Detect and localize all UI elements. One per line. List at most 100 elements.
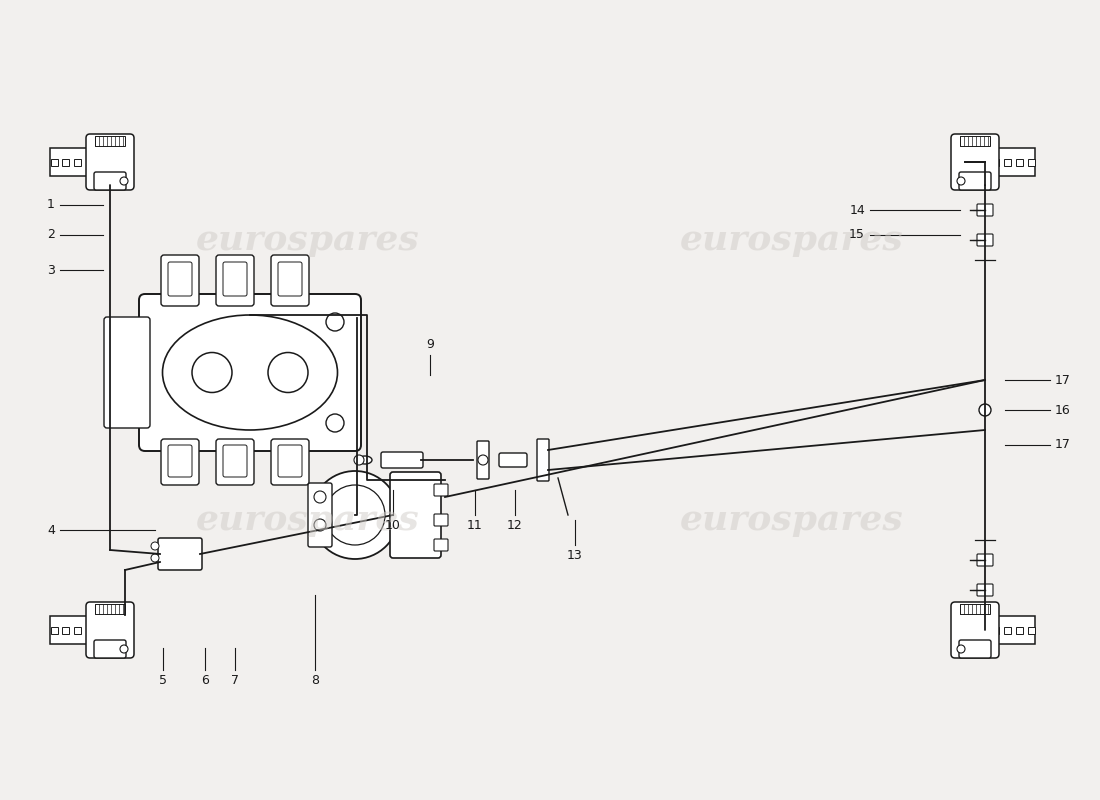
FancyBboxPatch shape <box>168 262 192 296</box>
Bar <box>1027 158 1034 166</box>
FancyBboxPatch shape <box>278 445 303 477</box>
FancyBboxPatch shape <box>278 262 303 296</box>
Text: 7: 7 <box>231 674 239 687</box>
Text: 6: 6 <box>201 674 209 687</box>
FancyBboxPatch shape <box>94 172 126 190</box>
Bar <box>63 158 69 166</box>
Circle shape <box>324 485 385 545</box>
FancyBboxPatch shape <box>139 294 361 451</box>
Text: 9: 9 <box>426 338 433 351</box>
Circle shape <box>311 471 399 559</box>
FancyBboxPatch shape <box>434 539 448 551</box>
Circle shape <box>314 519 326 531</box>
FancyBboxPatch shape <box>977 554 993 566</box>
Ellipse shape <box>358 456 372 464</box>
Text: 17: 17 <box>1055 374 1071 386</box>
FancyBboxPatch shape <box>271 255 309 306</box>
Ellipse shape <box>163 315 338 430</box>
FancyBboxPatch shape <box>168 445 192 477</box>
Text: 10: 10 <box>385 519 400 532</box>
FancyBboxPatch shape <box>158 538 202 570</box>
FancyBboxPatch shape <box>381 452 424 468</box>
Text: eurospares: eurospares <box>196 223 420 257</box>
Bar <box>1004 626 1011 634</box>
FancyBboxPatch shape <box>434 514 448 526</box>
Text: 12: 12 <box>507 519 522 532</box>
Text: 1: 1 <box>47 198 55 211</box>
FancyBboxPatch shape <box>271 439 309 485</box>
FancyBboxPatch shape <box>980 616 1035 644</box>
FancyBboxPatch shape <box>50 148 104 176</box>
FancyBboxPatch shape <box>94 640 126 658</box>
FancyBboxPatch shape <box>390 472 441 558</box>
Bar <box>86 158 92 166</box>
FancyBboxPatch shape <box>977 234 993 246</box>
Text: 2: 2 <box>47 229 55 242</box>
Bar <box>960 136 990 146</box>
FancyBboxPatch shape <box>161 255 199 306</box>
Text: 3: 3 <box>47 263 55 277</box>
Text: eurospares: eurospares <box>196 503 420 537</box>
Circle shape <box>979 404 991 416</box>
FancyBboxPatch shape <box>434 484 448 496</box>
FancyBboxPatch shape <box>216 255 254 306</box>
FancyBboxPatch shape <box>161 439 199 485</box>
FancyBboxPatch shape <box>223 262 248 296</box>
Bar <box>98 158 104 166</box>
Circle shape <box>354 455 364 465</box>
FancyBboxPatch shape <box>980 148 1035 176</box>
Circle shape <box>151 542 160 550</box>
Bar <box>1015 158 1023 166</box>
Text: eurospares: eurospares <box>680 503 904 537</box>
Bar <box>98 626 104 634</box>
Bar <box>74 158 81 166</box>
FancyBboxPatch shape <box>977 584 993 596</box>
FancyBboxPatch shape <box>104 317 150 428</box>
Bar <box>51 158 57 166</box>
Text: 14: 14 <box>849 203 865 217</box>
FancyBboxPatch shape <box>216 439 254 485</box>
Circle shape <box>120 177 128 185</box>
FancyBboxPatch shape <box>477 441 490 479</box>
Circle shape <box>957 645 965 653</box>
Bar <box>992 626 999 634</box>
Circle shape <box>314 491 326 503</box>
FancyBboxPatch shape <box>86 602 134 658</box>
Text: 13: 13 <box>568 549 583 562</box>
Bar <box>980 158 988 166</box>
Text: 4: 4 <box>47 523 55 537</box>
FancyBboxPatch shape <box>959 172 991 190</box>
Text: 16: 16 <box>1055 403 1070 417</box>
Bar <box>74 626 81 634</box>
Text: 17: 17 <box>1055 438 1071 451</box>
Circle shape <box>326 313 344 331</box>
Bar <box>992 158 999 166</box>
FancyBboxPatch shape <box>86 134 134 190</box>
Text: 11: 11 <box>468 519 483 532</box>
FancyBboxPatch shape <box>952 602 999 658</box>
Bar <box>960 604 990 614</box>
Bar <box>63 626 69 634</box>
FancyBboxPatch shape <box>308 483 332 547</box>
Text: 15: 15 <box>849 229 865 242</box>
Bar <box>1004 158 1011 166</box>
FancyBboxPatch shape <box>50 616 104 644</box>
Text: eurospares: eurospares <box>680 223 904 257</box>
Circle shape <box>268 353 308 393</box>
Bar <box>95 136 125 146</box>
Bar <box>1015 626 1023 634</box>
Text: 5: 5 <box>160 674 167 687</box>
FancyBboxPatch shape <box>959 640 991 658</box>
Circle shape <box>120 645 128 653</box>
Circle shape <box>326 414 344 432</box>
FancyBboxPatch shape <box>952 134 999 190</box>
Bar <box>51 626 57 634</box>
FancyBboxPatch shape <box>223 445 248 477</box>
Bar <box>980 626 988 634</box>
Circle shape <box>957 177 965 185</box>
Text: 8: 8 <box>311 674 319 687</box>
Bar <box>86 626 92 634</box>
Circle shape <box>478 455 488 465</box>
FancyBboxPatch shape <box>537 439 549 481</box>
Bar <box>1027 626 1034 634</box>
